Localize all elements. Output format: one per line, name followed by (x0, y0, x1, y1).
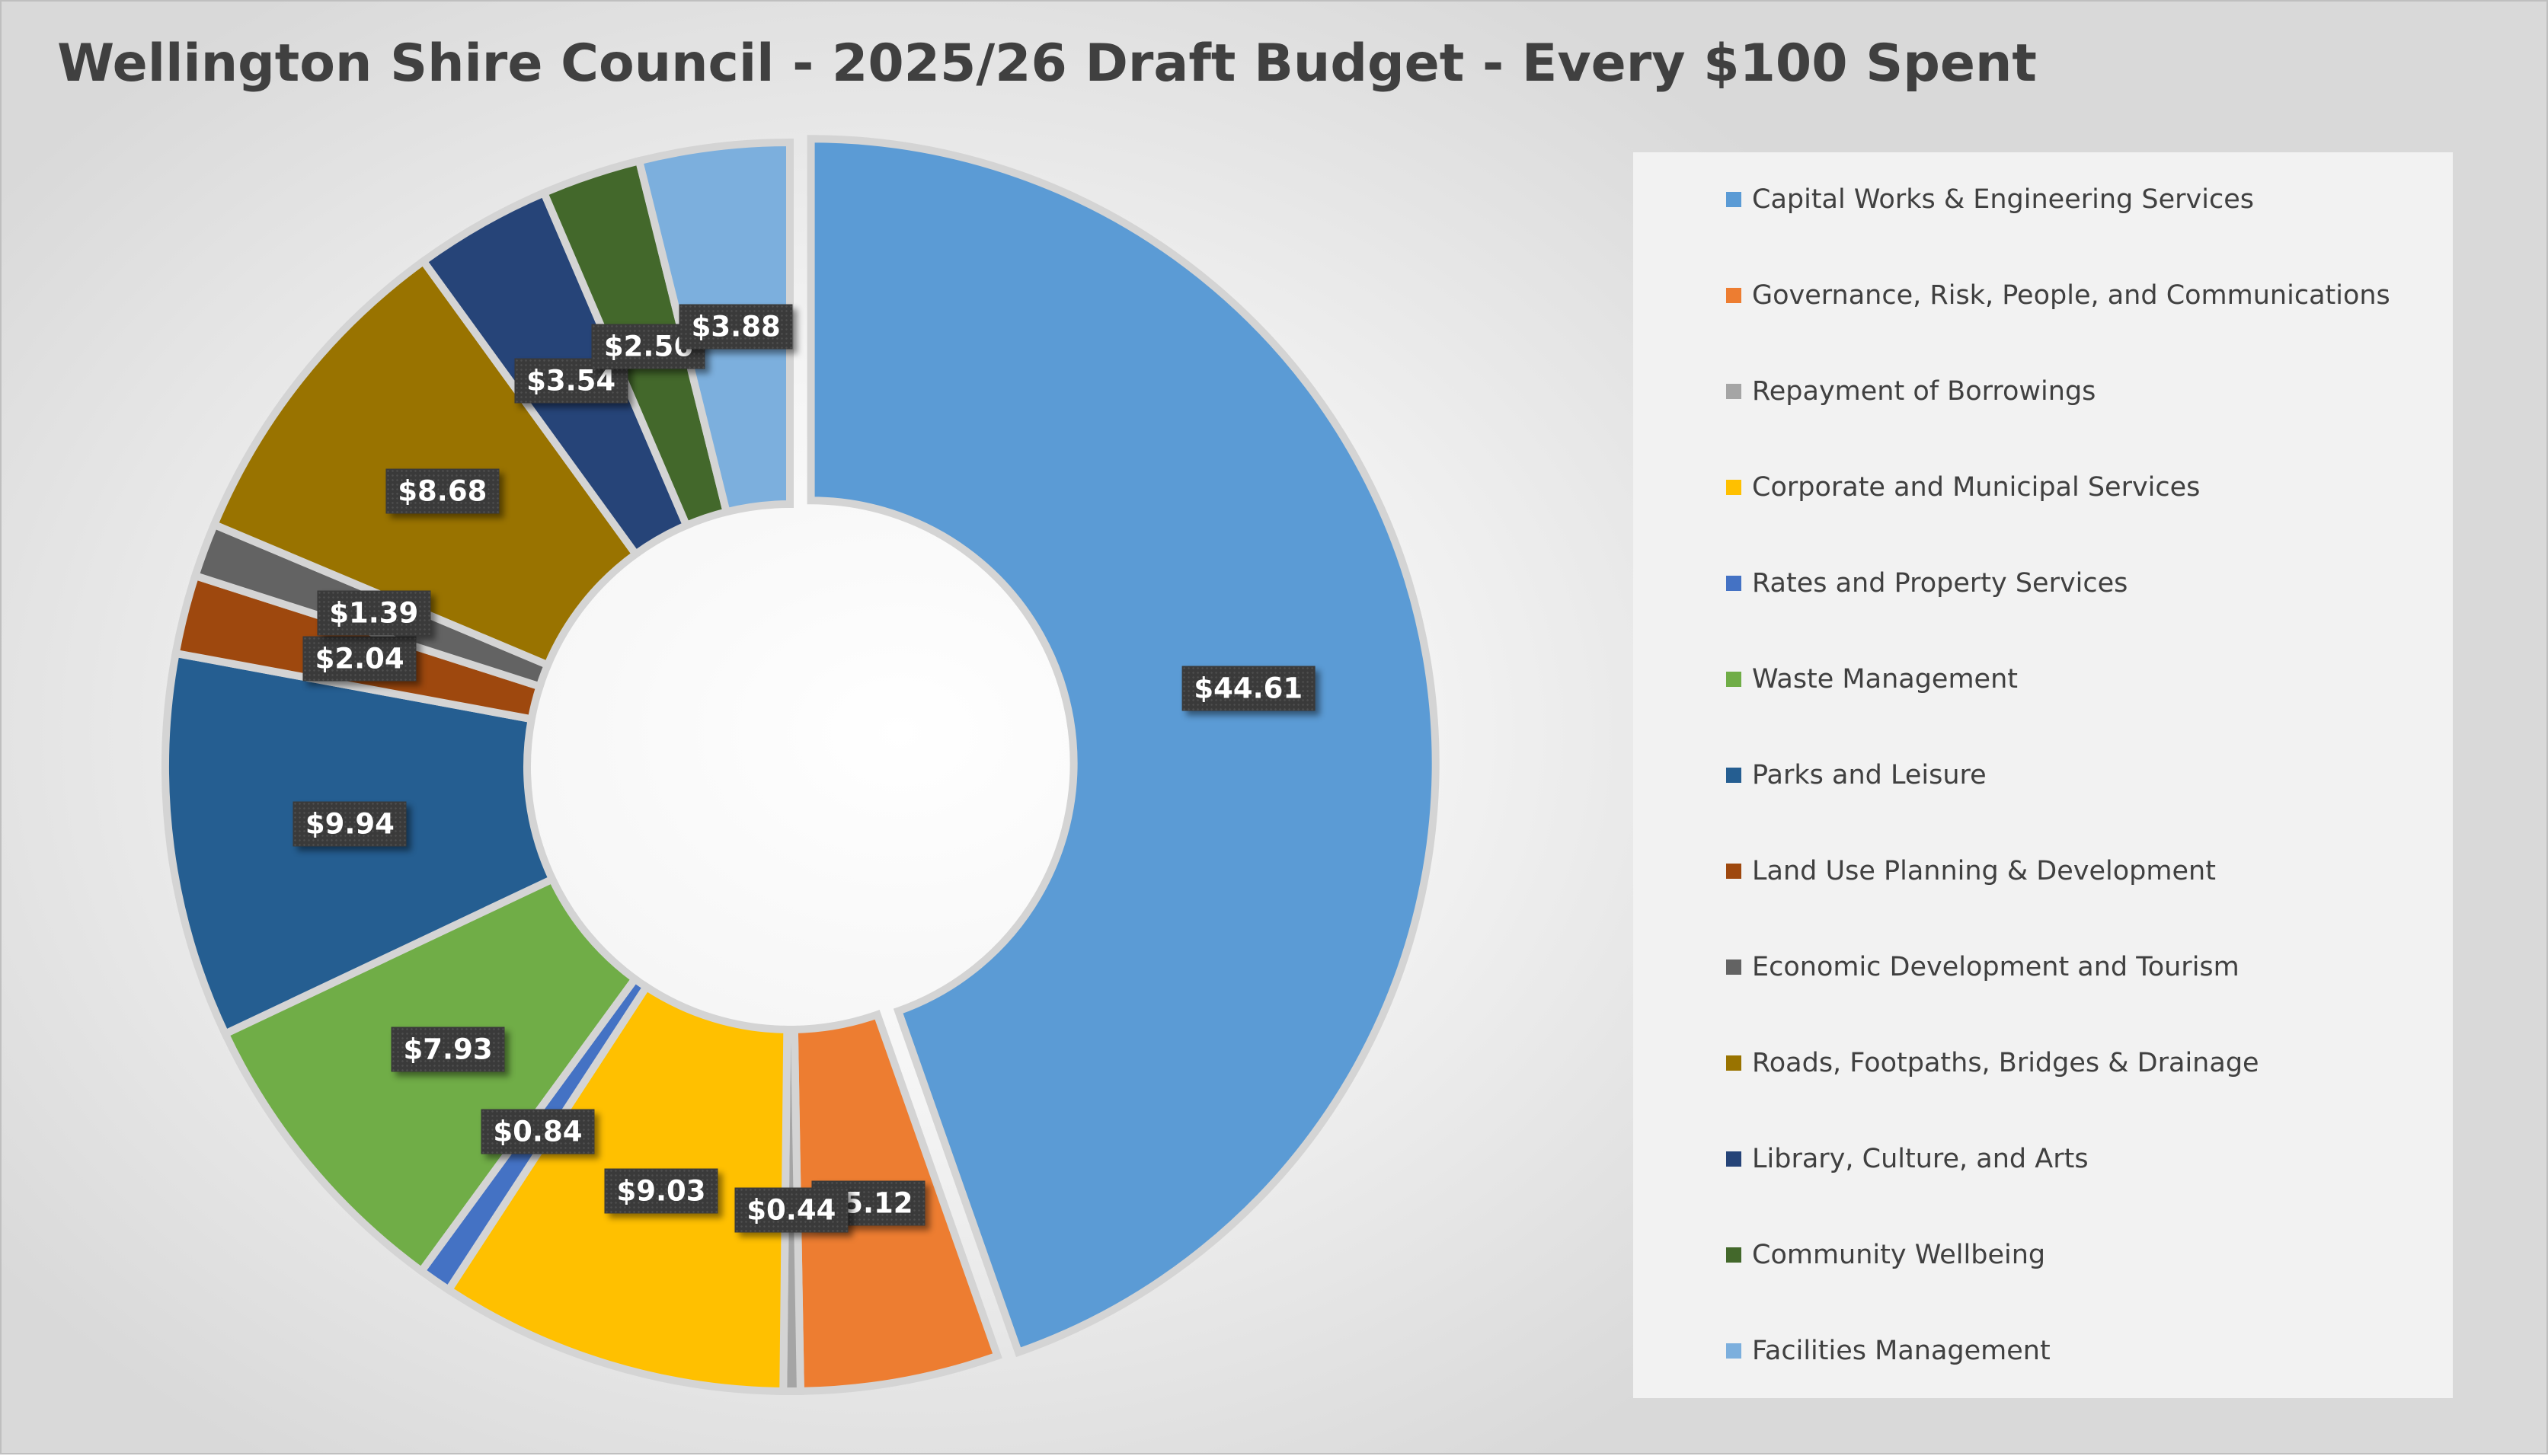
donut-slice-waste-management (220, 873, 641, 1277)
legend-label: Governance, Risk, People, and Communicat… (1752, 280, 2390, 311)
legend-item-capital-works-and-engineering-services: Capital Works & Engineering Services (1726, 180, 2254, 219)
data-label-economic-development-and-tourism: $1.39 (317, 590, 431, 636)
data-label-waste-management: $7.93 (391, 1027, 505, 1072)
legend-label: Facilities Management (1752, 1336, 2051, 1366)
legend-label: Rates and Property Services (1752, 568, 2128, 599)
legend-label: Parks and Leisure (1752, 760, 1987, 790)
legend-swatch (1726, 768, 1741, 783)
legend-item-repayment-of-borrowings: Repayment of Borrowings (1726, 372, 2096, 410)
legend-label: Roads, Footpaths, Bridges & Drainage (1752, 1048, 2259, 1078)
donut-slice-roads-footpaths-bridges-and-drainage (209, 256, 641, 670)
legend-item-economic-development-and-tourism: Economic Development and Tourism (1726, 948, 2239, 986)
legend-item-corporate-and-municipal-services: Corporate and Municipal Services (1726, 468, 2200, 506)
legend-label: Library, Culture, and Arts (1752, 1144, 2089, 1174)
legend-swatch (1726, 192, 1741, 207)
donut-chart (161, 135, 1440, 1396)
legend-swatch (1726, 1055, 1741, 1071)
legend-item-facilities-management: Facilities Management (1726, 1332, 2051, 1370)
data-label-roads-footpaths-bridges-and-drainage: $8.68 (385, 468, 500, 514)
legend-swatch (1726, 672, 1741, 687)
chart-title: Wellington Shire Council - 2025/26 Draft… (57, 34, 2037, 94)
donut-slice-capital-works-and-engineering-services (807, 135, 1440, 1358)
legend-swatch (1726, 384, 1741, 399)
legend-swatch (1726, 1247, 1741, 1263)
legend-label: Capital Works & Engineering Services (1752, 184, 2254, 215)
data-label-corporate-and-municipal-services: $9.03 (604, 1168, 718, 1214)
legend-item-land-use-planning-and-development: Land Use Planning & Development (1726, 852, 2216, 890)
legend-label: Repayment of Borrowings (1752, 376, 2096, 407)
data-label-land-use-planning-and-development: $2.04 (302, 636, 417, 682)
legend-item-parks-and-leisure: Parks and Leisure (1726, 756, 1987, 794)
legend-label: Corporate and Municipal Services (1752, 472, 2201, 503)
legend-label: Land Use Planning & Development (1752, 856, 2216, 886)
legend-swatch (1726, 1343, 1741, 1359)
legend-item-waste-management: Waste Management (1726, 660, 2018, 698)
legend-item-roads-footpaths-bridges-and-drainage: Roads, Footpaths, Bridges & Drainage (1726, 1044, 2259, 1082)
legend-item-governance-risk-people-and-communications: Governance, Risk, People, and Communicat… (1726, 276, 2390, 315)
legend-swatch (1726, 480, 1741, 495)
data-label-repayment-of-borrowings: $0.44 (734, 1187, 849, 1233)
legend-swatch (1726, 959, 1741, 975)
legend-item-library-culture-and-arts: Library, Culture, and Arts (1726, 1140, 2089, 1178)
legend-swatch (1726, 1151, 1741, 1167)
legend-swatch (1726, 576, 1741, 591)
data-label-rates-and-property-services: $0.84 (481, 1109, 595, 1154)
legend-swatch (1726, 864, 1741, 879)
legend: Capital Works & Engineering Services Gove… (1633, 152, 2453, 1398)
legend-label: Community Wellbeing (1752, 1240, 2046, 1270)
data-label-parks-and-leisure: $9.94 (293, 801, 407, 847)
legend-item-community-wellbeing: Community Wellbeing (1726, 1236, 2045, 1274)
legend-swatch (1726, 288, 1741, 303)
legend-label: Economic Development and Tourism (1752, 952, 2239, 982)
legend-item-rates-and-property-services: Rates and Property Services (1726, 564, 2128, 602)
data-label-capital-works-and-engineering-services: $44.61 (1181, 666, 1316, 711)
legend-label: Waste Management (1752, 664, 2018, 694)
data-label-facilities-management: $3.88 (679, 304, 793, 350)
